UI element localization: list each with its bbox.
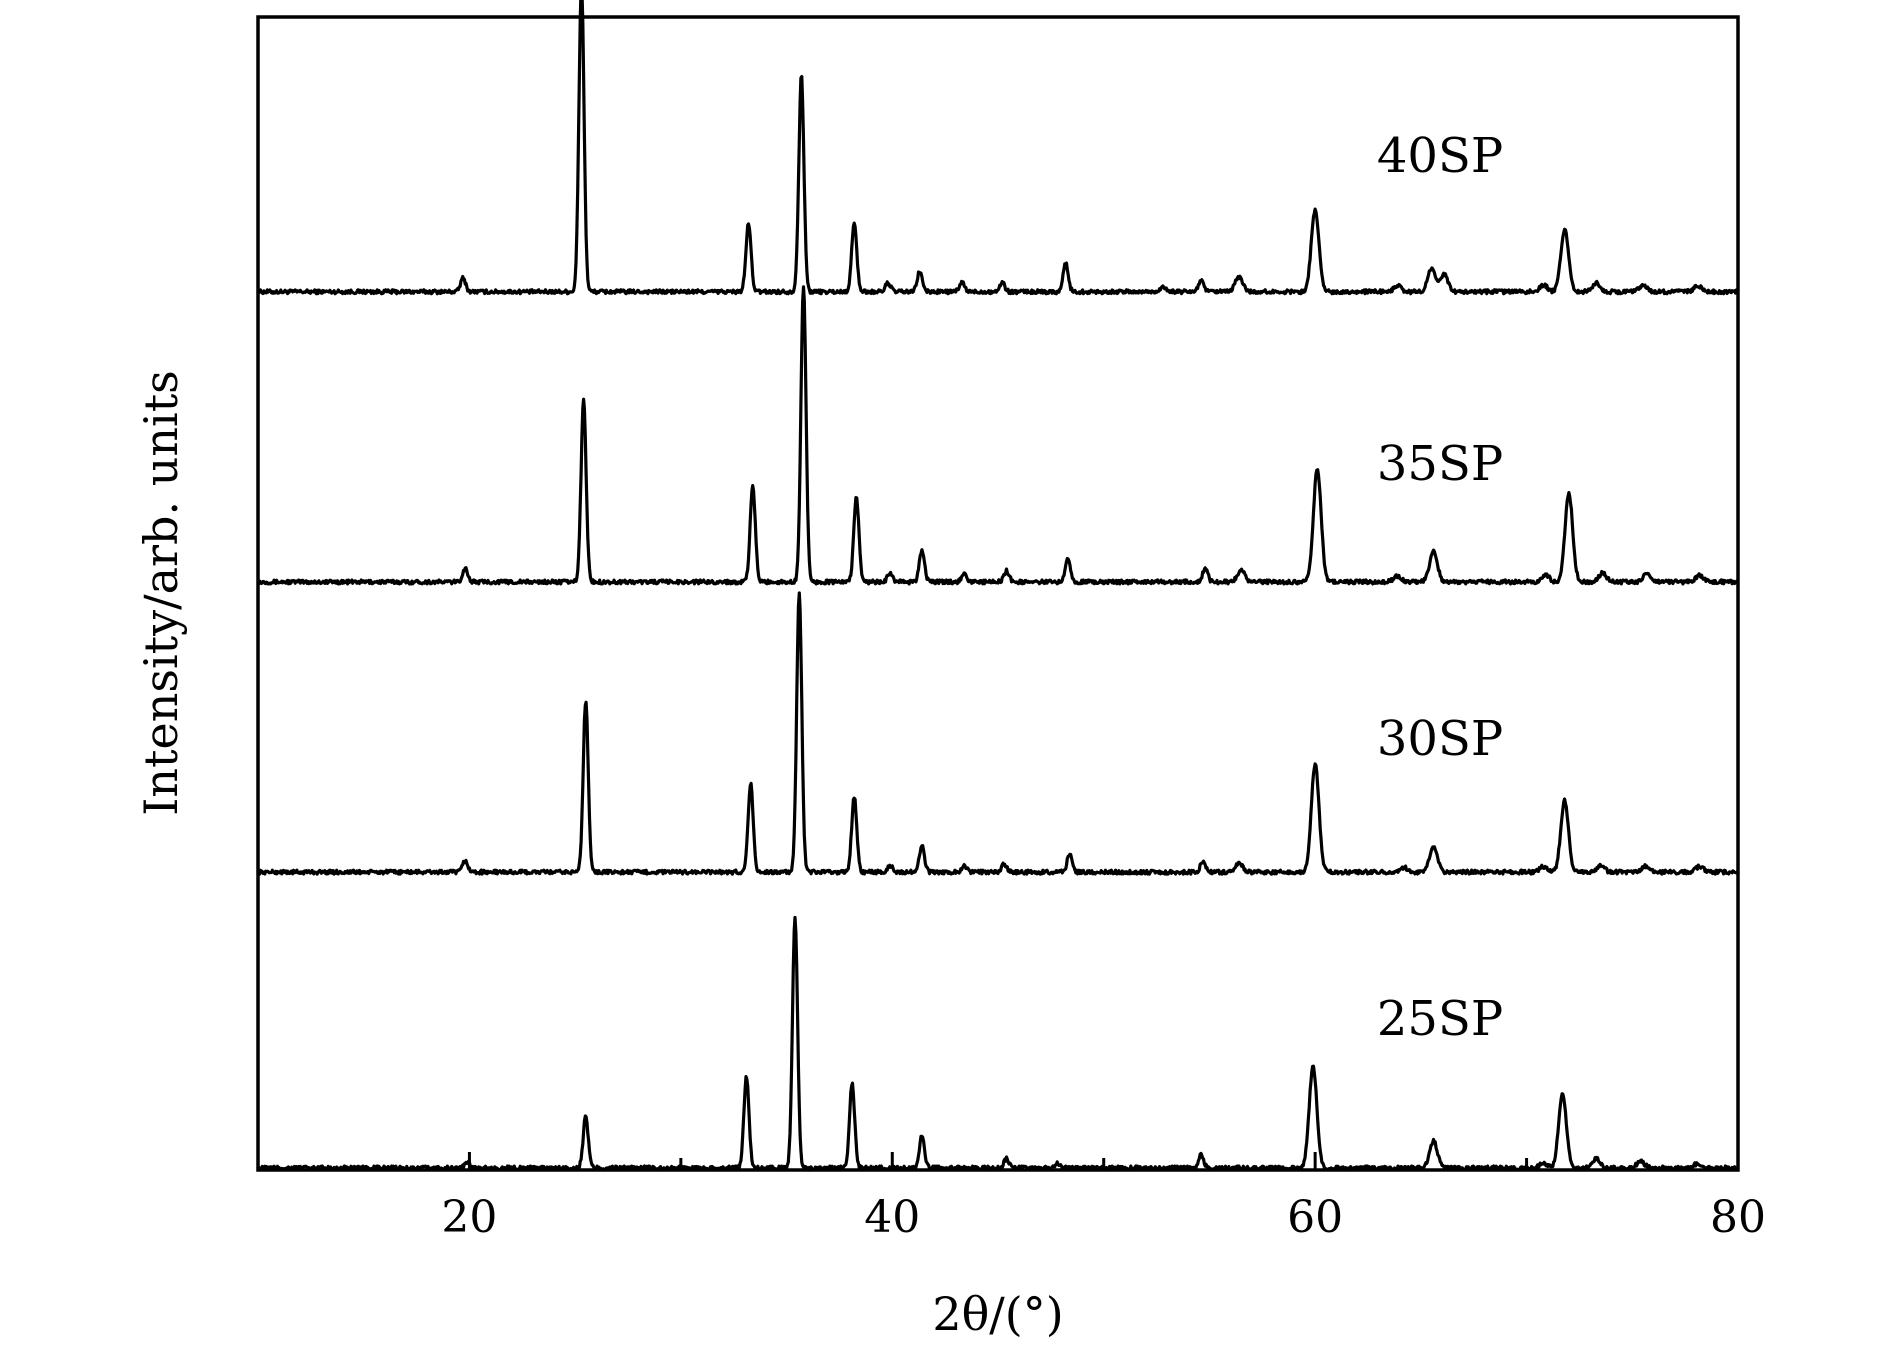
x-tick-label-20: 20 — [441, 1192, 497, 1243]
series-label-40sp: 40SP — [1377, 128, 1503, 184]
series-label-25sp: 25SP — [1377, 991, 1503, 1047]
series-line-25sp — [256, 915, 1740, 1172]
x-tick-label-40: 40 — [864, 1192, 920, 1243]
series-traces — [256, 0, 1740, 1172]
x-axis-tick-labels: 20 40 60 80 — [441, 1192, 1766, 1243]
series-label-30sp: 30SP — [1377, 711, 1503, 767]
x-axis-ticks — [467, 1152, 1529, 1170]
series-labels: 40SP 35SP 30SP 25SP — [1377, 128, 1503, 1047]
series-line-35sp — [257, 285, 1739, 586]
plot-frame — [256, 15, 1740, 1172]
x-axis-title: 2θ/(°) — [932, 1287, 1063, 1341]
series-line-40sp — [256, 0, 1740, 296]
y-axis-title: Intensity/arb. units — [134, 370, 188, 816]
x-tick-label-60: 60 — [1287, 1192, 1343, 1243]
x-tick-label-80: 80 — [1710, 1192, 1766, 1243]
series-line-30sp — [256, 591, 1740, 876]
series-label-35sp: 35SP — [1377, 436, 1503, 492]
